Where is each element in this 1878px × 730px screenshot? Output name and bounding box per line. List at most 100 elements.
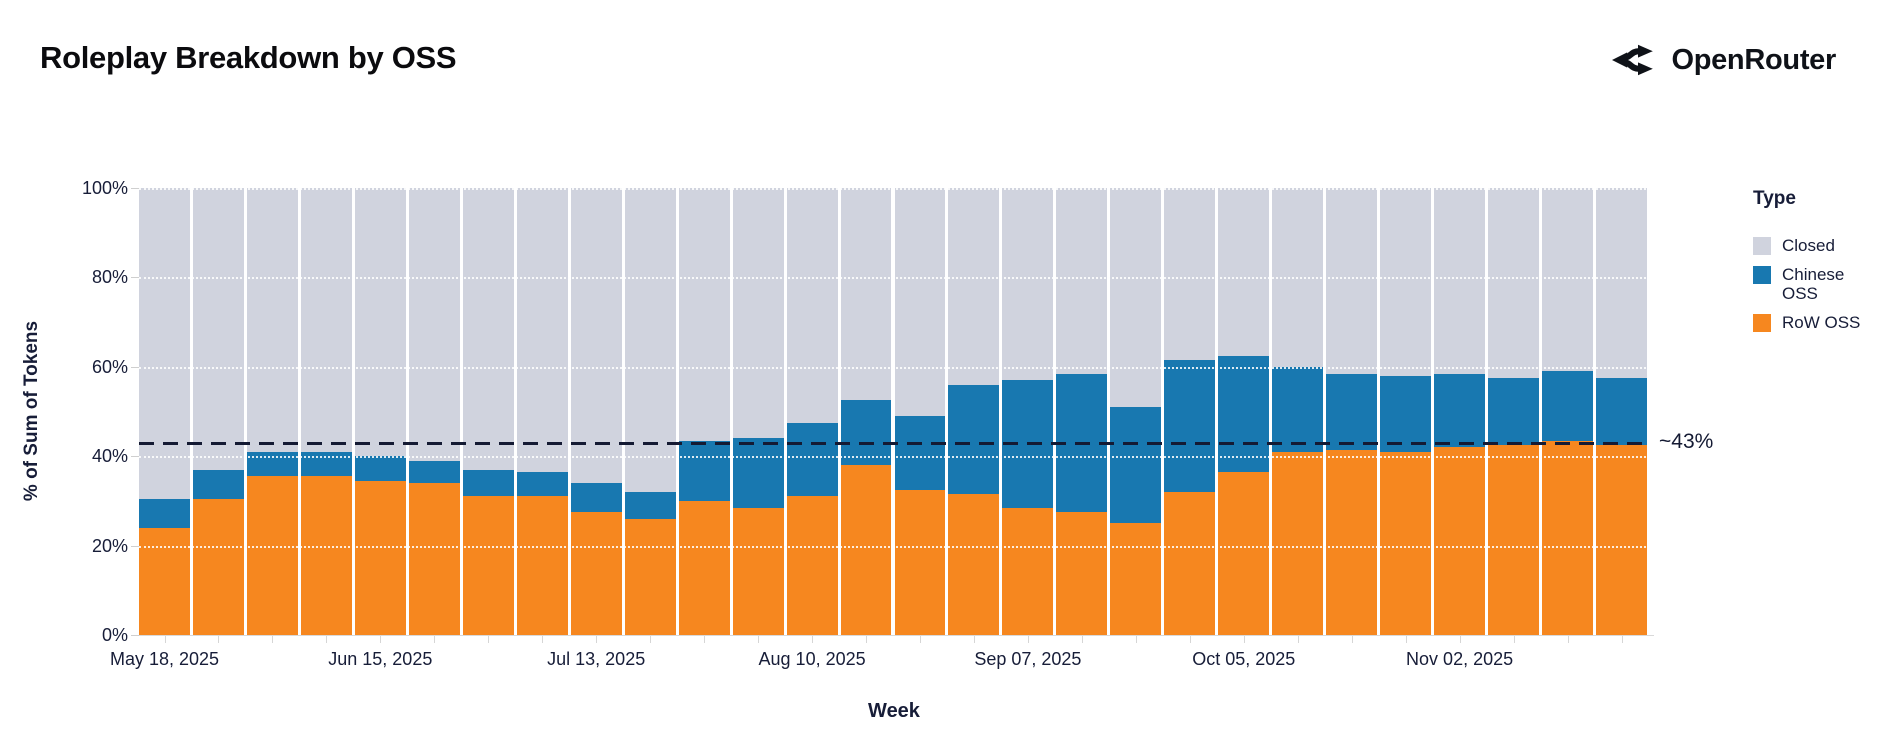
segment-row-oss bbox=[732, 507, 784, 635]
plot-area bbox=[139, 188, 1650, 635]
x-tick-label: Jun 15, 2025 bbox=[328, 649, 433, 669]
openrouter-logo-icon bbox=[1612, 44, 1654, 76]
x-tick-mark bbox=[542, 636, 544, 643]
x-tick-mark bbox=[1135, 636, 1137, 643]
segment-chinese-oss bbox=[786, 422, 838, 497]
segment-row-oss bbox=[1596, 445, 1647, 635]
x-tick-label: Nov 02, 2025 bbox=[1406, 649, 1514, 669]
segment-row-oss bbox=[1056, 512, 1108, 635]
legend: Type Closed Chinese OSS RoW OSS bbox=[1753, 188, 1871, 341]
x-tick-mark bbox=[596, 636, 598, 643]
segment-chinese-oss bbox=[948, 384, 1000, 495]
stacked-bar bbox=[840, 188, 892, 635]
stacked-bar bbox=[1002, 188, 1054, 635]
segment-chinese-oss bbox=[1380, 375, 1432, 452]
x-tick-mark bbox=[218, 636, 220, 643]
legend-label: RoW OSS bbox=[1782, 312, 1861, 332]
y-tick-label: 20% bbox=[91, 536, 128, 556]
segment-closed bbox=[678, 188, 730, 441]
segment-row-oss bbox=[1164, 491, 1216, 635]
y-tick-label: 100% bbox=[81, 178, 128, 198]
segment-chinese-oss bbox=[1326, 373, 1378, 450]
x-tick-label: Jul 13, 2025 bbox=[547, 649, 646, 669]
segment-closed bbox=[516, 188, 568, 472]
x-tick-mark bbox=[164, 636, 166, 643]
segment-row-oss bbox=[948, 494, 1000, 635]
segment-closed bbox=[1542, 188, 1594, 372]
stacked-bar bbox=[570, 188, 622, 635]
segment-row-oss bbox=[678, 500, 730, 635]
stacked-bar bbox=[1110, 188, 1162, 635]
y-tick-mark bbox=[131, 635, 139, 636]
y-axis-title: % of Sum of Tokens bbox=[21, 320, 42, 502]
segment-chinese-oss bbox=[462, 469, 514, 497]
x-tick-mark bbox=[866, 636, 867, 643]
x-tick-label: Aug 10, 2025 bbox=[758, 649, 866, 669]
segment-row-oss bbox=[840, 465, 892, 635]
stacked-bar bbox=[354, 188, 406, 635]
segment-closed bbox=[1380, 188, 1432, 376]
segment-row-oss bbox=[570, 512, 622, 635]
segment-row-oss bbox=[1380, 451, 1432, 635]
segment-chinese-oss bbox=[1488, 377, 1540, 446]
segment-row-oss bbox=[624, 518, 676, 635]
segment-closed bbox=[1164, 188, 1216, 361]
segment-row-oss bbox=[354, 480, 406, 635]
x-tick-mark bbox=[1189, 636, 1191, 643]
x-tick-mark bbox=[1459, 636, 1461, 643]
segment-closed bbox=[246, 188, 298, 452]
segment-chinese-oss bbox=[894, 415, 946, 490]
segment-row-oss bbox=[1272, 451, 1324, 635]
stacked-bar bbox=[624, 188, 676, 635]
x-tick-label: Sep 07, 2025 bbox=[974, 649, 1082, 669]
segment-chinese-oss bbox=[1218, 355, 1270, 472]
legend-item-closed: Closed bbox=[1753, 236, 1871, 256]
x-tick-mark bbox=[434, 636, 436, 643]
x-tick-label: May 18, 2025 bbox=[109, 649, 220, 669]
segment-chinese-oss bbox=[1434, 373, 1486, 448]
segment-chinese-oss bbox=[300, 451, 352, 477]
segment-row-oss bbox=[408, 483, 460, 635]
legend-swatch bbox=[1753, 237, 1771, 255]
segment-row-oss bbox=[516, 496, 568, 635]
segment-chinese-oss bbox=[678, 440, 730, 501]
y-tick-mark bbox=[131, 456, 139, 457]
x-tick-mark bbox=[758, 636, 760, 643]
segment-chinese-oss bbox=[139, 498, 190, 528]
segment-row-oss bbox=[786, 496, 838, 635]
legend-label: Chinese OSS bbox=[1782, 264, 1845, 304]
x-tick-mark bbox=[380, 636, 382, 643]
x-tick-mark bbox=[1567, 636, 1569, 643]
segment-row-oss bbox=[1542, 440, 1594, 635]
segment-closed bbox=[1434, 188, 1486, 374]
stacked-bar bbox=[462, 188, 514, 635]
segment-closed bbox=[408, 188, 460, 461]
legend-swatch bbox=[1753, 265, 1771, 284]
segment-closed bbox=[1002, 188, 1054, 381]
x-tick-mark bbox=[1405, 636, 1407, 643]
segment-closed bbox=[840, 188, 892, 401]
stacked-bar bbox=[894, 188, 946, 635]
stacked-bar bbox=[139, 188, 190, 635]
brand-name: OpenRouter bbox=[1671, 43, 1836, 76]
segment-closed bbox=[1488, 188, 1540, 378]
segment-chinese-oss bbox=[732, 438, 784, 508]
reference-line bbox=[139, 441, 1650, 445]
segment-chinese-oss bbox=[570, 483, 622, 513]
segment-row-oss bbox=[1110, 523, 1162, 635]
segment-row-oss bbox=[192, 498, 244, 635]
segment-closed bbox=[624, 188, 676, 492]
y-tick-label: 0% bbox=[101, 625, 128, 645]
segment-row-oss bbox=[1326, 449, 1378, 635]
segment-row-oss bbox=[139, 527, 190, 635]
segment-row-oss bbox=[894, 489, 946, 635]
segment-closed bbox=[1596, 188, 1647, 378]
segment-chinese-oss bbox=[1542, 371, 1594, 441]
x-tick-mark bbox=[812, 636, 814, 643]
x-tick-mark bbox=[1081, 636, 1083, 643]
stacked-bar bbox=[678, 188, 730, 635]
x-axis-line bbox=[139, 635, 1654, 636]
segment-closed bbox=[570, 188, 622, 484]
stacked-bar bbox=[1326, 188, 1378, 635]
